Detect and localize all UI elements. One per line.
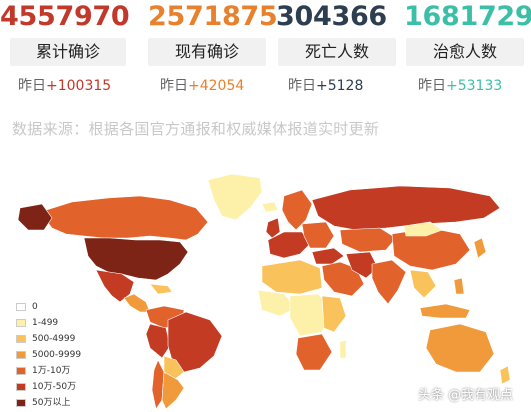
region-chile[interactable] xyxy=(151,359,165,409)
region-peru[interactable] xyxy=(145,323,171,359)
region-caribbean[interactable] xyxy=(149,283,173,295)
region-brazil[interactable] xyxy=(167,311,223,373)
region-russia[interactable] xyxy=(311,185,501,231)
stat-label: 死亡人数 xyxy=(278,38,396,66)
region-usa[interactable] xyxy=(83,237,189,281)
stat-yesterday: 昨日+53133 xyxy=(418,76,502,96)
region-philippines[interactable] xyxy=(453,277,465,295)
region-greenland[interactable] xyxy=(207,173,263,221)
region-new-zealand[interactable] xyxy=(499,365,511,385)
legend-label: 5000-9999 xyxy=(32,350,82,360)
yesterday-delta: +53133 xyxy=(446,78,503,94)
legend-label: 0 xyxy=(32,302,38,312)
region-southern-africa[interactable] xyxy=(295,333,333,371)
legend-label: 10万-50万 xyxy=(32,382,77,392)
yesterday-delta: +100315 xyxy=(46,78,112,94)
legend-swatch xyxy=(16,367,26,375)
legend-swatch xyxy=(16,383,26,391)
yesterday-prefix: 昨日 xyxy=(418,78,446,94)
legend-label: 1-499 xyxy=(32,318,59,328)
yesterday-prefix: 昨日 xyxy=(160,78,188,94)
region-kazakhstan[interactable] xyxy=(339,227,397,253)
region-alaska[interactable] xyxy=(17,203,53,231)
region-indonesia[interactable] xyxy=(419,303,471,319)
region-central-africa[interactable] xyxy=(289,293,333,337)
legend-swatch xyxy=(16,351,26,359)
stats-panel: 4557970 累计确诊 昨日+100315 2571875 现有确诊 昨日+4… xyxy=(0,0,531,100)
stat-label: 现有确诊 xyxy=(148,38,266,66)
region-central-america[interactable] xyxy=(123,293,151,313)
stat-value: 4557970 xyxy=(0,1,130,32)
region-uk[interactable] xyxy=(265,217,281,239)
legend-label: 500-4999 xyxy=(32,334,76,344)
region-turkey[interactable] xyxy=(311,247,345,265)
yesterday-prefix: 昨日 xyxy=(18,78,46,94)
legend-swatch xyxy=(16,335,26,343)
data-source-note: 数据来源：根据各国官方通报和权威媒体报道实时更新 xyxy=(12,120,380,138)
region-western-europe[interactable] xyxy=(267,231,311,259)
stat-value: 2571875 xyxy=(148,1,278,32)
legend-label: 1万-10万 xyxy=(32,366,71,376)
region-west-africa[interactable] xyxy=(257,289,297,317)
stat-recovered: 1681729 治愈人数 昨日+53133 xyxy=(404,0,531,100)
watermark: 头条 @我有观点 xyxy=(417,388,513,403)
region-india[interactable] xyxy=(371,259,407,305)
yesterday-delta: +5128 xyxy=(316,78,364,94)
legend-swatch xyxy=(16,399,26,407)
stat-confirmed: 4557970 累计确诊 昨日+100315 xyxy=(0,0,135,100)
stat-label: 治愈人数 xyxy=(406,38,524,66)
region-madagascar[interactable] xyxy=(339,339,347,359)
legend-swatch xyxy=(16,319,26,327)
region-australia[interactable] xyxy=(425,323,495,373)
stat-yesterday: 昨日+5128 xyxy=(288,76,363,96)
region-canada[interactable] xyxy=(39,195,209,241)
yesterday-delta: +42054 xyxy=(188,78,245,94)
stat-value: 1681729 xyxy=(404,1,531,32)
region-bolivia-paraguay[interactable] xyxy=(163,355,185,381)
legend-label: 50万以上 xyxy=(32,398,71,408)
region-scandinavia[interactable] xyxy=(281,189,313,231)
region-east-africa[interactable] xyxy=(321,295,347,333)
region-mongolia[interactable] xyxy=(403,221,443,237)
stat-deaths: 304366 死亡人数 昨日+5128 xyxy=(276,0,401,100)
stat-yesterday: 昨日+42054 xyxy=(160,76,244,96)
region-argentina[interactable] xyxy=(161,371,185,409)
stat-current: 2571875 现有确诊 昨日+42054 xyxy=(148,0,278,100)
region-north-africa[interactable] xyxy=(261,259,323,295)
region-iceland[interactable] xyxy=(261,201,279,213)
world-map[interactable] xyxy=(0,160,531,409)
yesterday-prefix: 昨日 xyxy=(288,78,316,94)
region-southeast-asia[interactable] xyxy=(409,269,437,299)
legend-swatch xyxy=(16,303,26,311)
stat-label: 累计确诊 xyxy=(10,38,126,66)
region-eastern-europe[interactable] xyxy=(301,221,335,249)
stat-yesterday: 昨日+100315 xyxy=(18,76,111,96)
region-japan[interactable] xyxy=(473,237,487,259)
stat-value: 304366 xyxy=(276,1,387,32)
